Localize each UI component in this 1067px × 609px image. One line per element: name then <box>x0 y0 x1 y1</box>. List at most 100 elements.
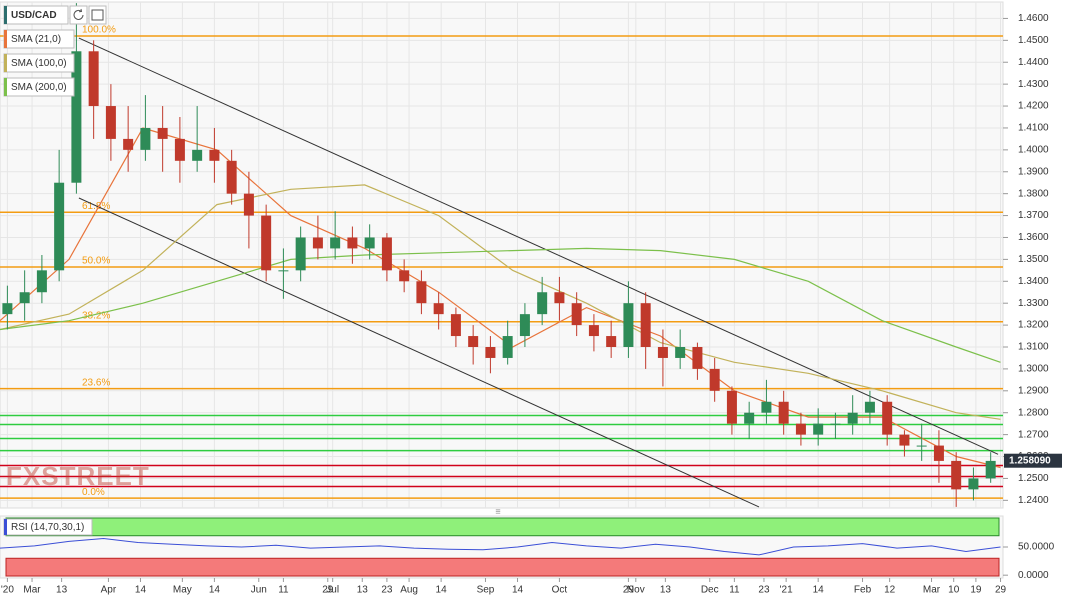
y-tick-label: 1.3800 <box>1018 188 1049 199</box>
y-tick-label: 1.3200 <box>1018 320 1049 331</box>
candle-body <box>36 270 47 293</box>
trend-line <box>78 37 999 455</box>
candle-body <box>226 160 237 194</box>
fib-label: 23.6% <box>82 377 110 388</box>
y-tick-label: 1.3700 <box>1018 210 1049 221</box>
x-tick-label: Aug <box>400 585 418 596</box>
y-tick-label: 1.2400 <box>1018 495 1049 506</box>
candle-body <box>709 368 720 391</box>
candle-body <box>588 325 599 337</box>
rsi-legend: RSI (14,70,30,1) <box>11 522 84 533</box>
x-tick-label: Feb <box>854 585 872 596</box>
candle-body <box>864 401 875 413</box>
candle-body <box>916 445 927 447</box>
candle-body <box>19 292 30 304</box>
candle-body <box>140 127 151 150</box>
candle-body <box>192 149 203 161</box>
candle-body <box>744 412 755 424</box>
x-tick-label: 12 <box>884 585 896 596</box>
legend-label: SMA (21,0) <box>11 34 61 45</box>
y-tick-label: 1.3000 <box>1018 364 1049 375</box>
candle-body <box>295 237 306 271</box>
x-tick-label: Mar <box>23 585 41 596</box>
rsi-tick-label: 50.0000 <box>1018 542 1055 553</box>
symbol-swatch <box>4 6 7 24</box>
panel-resize-handle[interactable]: ≡ <box>495 506 500 516</box>
candle-body <box>347 237 358 249</box>
x-tick-label: 14 <box>436 585 448 596</box>
candle-body <box>985 460 996 479</box>
fib-label: 50.0% <box>82 256 110 267</box>
y-tick-label: 1.4300 <box>1018 79 1049 90</box>
x-tick-label: 14 <box>512 585 524 596</box>
y-tick-label: 1.2900 <box>1018 385 1049 396</box>
candle-body <box>485 347 496 358</box>
y-tick-label: 1.3100 <box>1018 342 1049 353</box>
candle-body <box>261 215 272 271</box>
watermark: FXSTREET <box>6 461 150 491</box>
candle-body <box>968 478 979 490</box>
x-tick-label: 29 <box>322 585 334 596</box>
x-tick-label: 13 <box>56 585 68 596</box>
rsi-oversold-band <box>5 557 1000 577</box>
y-tick-label: 1.3300 <box>1018 298 1049 309</box>
candle-body <box>416 281 427 304</box>
symbol: USD/CAD <box>11 10 57 21</box>
legend-swatch <box>4 78 7 96</box>
x-tick-label: Jun <box>251 585 267 596</box>
x-tick-label: 13 <box>660 585 672 596</box>
candle-body <box>330 237 341 249</box>
refresh-button[interactable] <box>69 5 88 25</box>
candle-body <box>468 336 479 347</box>
x-tick-label: Jul <box>326 585 339 596</box>
fib-label: 61.8% <box>82 201 110 212</box>
sma-line <box>0 184 1001 420</box>
candle-body <box>105 106 116 139</box>
candle-body <box>71 51 82 183</box>
y-tick-label: 1.3500 <box>1018 254 1049 265</box>
candle-body <box>450 314 461 337</box>
x-tick-label: 19 <box>970 585 982 596</box>
candle-body <box>537 292 548 315</box>
candle-body <box>951 460 962 490</box>
candle-body <box>123 138 134 150</box>
x-tick-label: 10 <box>948 585 960 596</box>
trend-line <box>78 197 760 508</box>
candle-body <box>554 292 565 304</box>
candle-body <box>243 193 254 216</box>
y-tick-label: 1.2700 <box>1018 429 1049 440</box>
x-tick-label: Oct <box>552 585 568 596</box>
x-tick-label: 14 <box>209 585 221 596</box>
candle-body <box>726 390 737 424</box>
x-tick-label: Nov <box>627 585 645 596</box>
candle-body <box>761 401 772 413</box>
fib-label: 100.0% <box>82 25 116 36</box>
candle-body <box>399 270 410 282</box>
x-tick-label: Dec <box>701 585 719 596</box>
x-tick-label: 14 <box>813 585 825 596</box>
rsi-tick-label: 0.0000 <box>1018 570 1049 581</box>
candle-body <box>795 423 806 435</box>
candle-body <box>778 401 789 424</box>
x-tick-label: '21 <box>780 585 793 596</box>
candle-body <box>606 336 617 347</box>
last-price-box <box>1004 453 1062 468</box>
rsi-overbought-band <box>5 517 1000 537</box>
candle-body <box>882 401 893 435</box>
candle-body <box>623 303 634 347</box>
x-tick-label: 13 <box>357 585 369 596</box>
calendar-icon <box>91 9 104 21</box>
candle-body <box>312 237 323 249</box>
legend-label: SMA (100,0) <box>11 58 67 69</box>
x-tick-label: 29 <box>623 585 635 596</box>
y-tick-label: 1.2800 <box>1018 407 1049 418</box>
candle-body <box>209 149 220 161</box>
x-tick-label: 14 <box>135 585 147 596</box>
fib-label: 0.0% <box>82 487 105 498</box>
candle-body <box>54 182 65 271</box>
candle-body <box>2 303 13 315</box>
x-tick-label: 11 <box>278 585 289 596</box>
y-tick-label: 1.4100 <box>1018 123 1049 134</box>
candle-body <box>433 303 444 315</box>
